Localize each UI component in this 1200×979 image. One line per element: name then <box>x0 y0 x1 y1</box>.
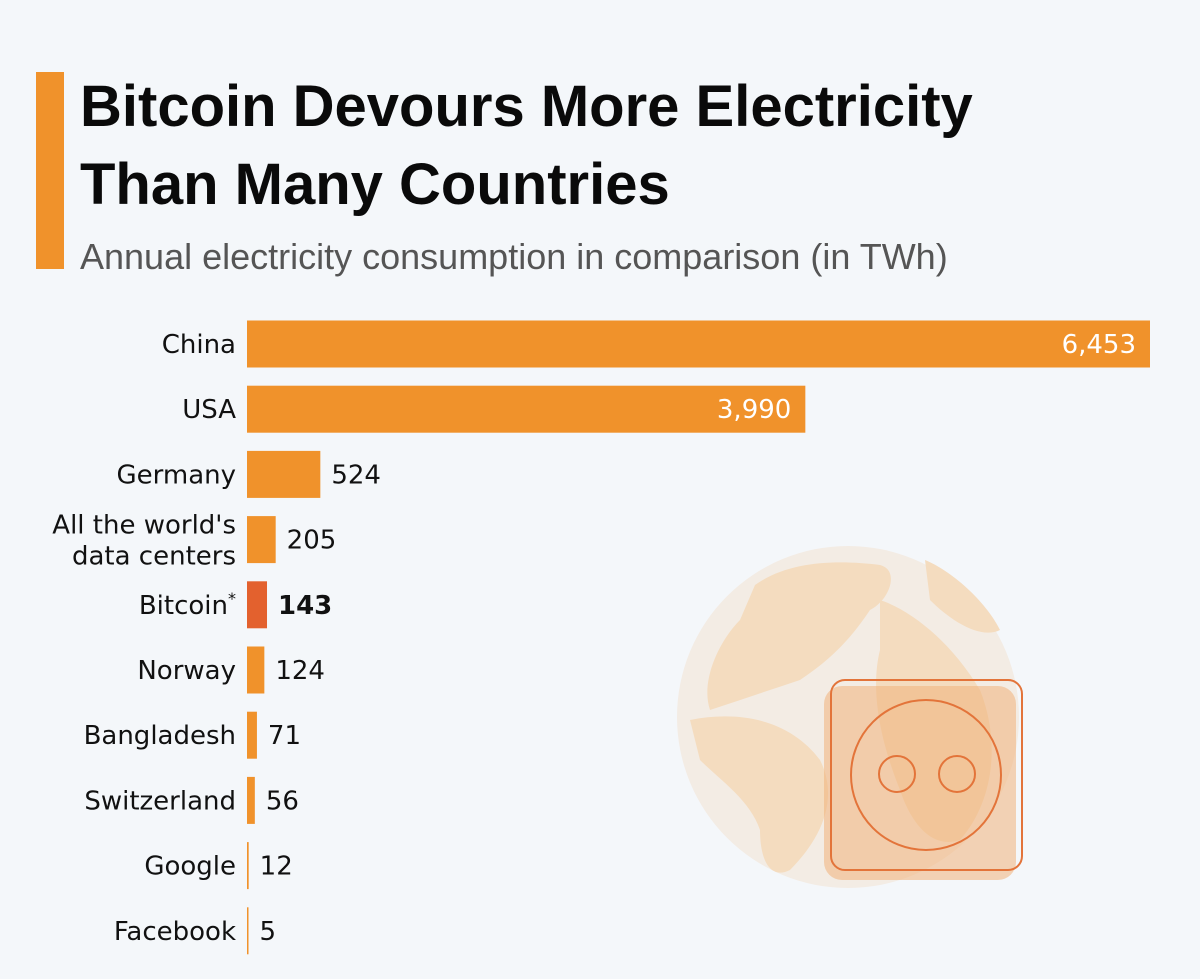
bar-row: Germany 524 <box>116 450 381 498</box>
data-label: 71 <box>268 721 301 751</box>
title-line-2: Than Many Countries <box>80 152 670 217</box>
chart-title: Bitcoin Devours More Electricity Than Man… <box>80 68 973 224</box>
bar-row: All the world's data centers 205 <box>52 511 336 572</box>
category-label: Facebook <box>114 917 236 947</box>
data-label: 3,990 <box>717 395 791 425</box>
data-label: 124 <box>275 656 325 686</box>
category-label: Google <box>144 852 236 882</box>
chart-subtitle: Annual electricity consumption in compar… <box>80 236 948 277</box>
title-line-1: Bitcoin Devours More Electricity <box>80 74 973 139</box>
bar-row: Switzerland 56 <box>84 776 299 824</box>
category-label: USA <box>182 395 236 425</box>
bar-row: China 6,453 <box>162 320 1150 368</box>
category-label: Bangladesh <box>84 721 236 751</box>
bar <box>247 320 1150 368</box>
bar <box>247 776 255 824</box>
bar-row: Bangladesh 71 <box>84 711 301 759</box>
bar <box>247 516 276 564</box>
data-label: 6,453 <box>1062 330 1136 360</box>
data-label: 143 <box>278 591 332 621</box>
bar <box>247 385 806 433</box>
title-accent-bar <box>36 72 64 269</box>
bar-row: USA 3,990 <box>182 385 806 433</box>
bar <box>247 907 249 955</box>
category-label: All the world's data centers <box>52 511 236 572</box>
socket-plate <box>824 686 1016 880</box>
category-label: China <box>162 330 236 360</box>
bar-row: Facebook 5 <box>114 907 277 955</box>
bar-row: Norway 124 <box>137 646 325 694</box>
bar-row: Google 12 <box>144 842 293 890</box>
bar <box>247 450 321 498</box>
category-label: Bitcoin* <box>139 589 236 621</box>
socket-face <box>850 699 1002 851</box>
globe-with-power-socket-icon <box>677 546 1023 888</box>
bar <box>247 711 257 759</box>
data-label: 524 <box>331 460 381 490</box>
bars: China 6,453 USA 3,990 Germany 524 All the worl… <box>52 320 1150 955</box>
data-label: 12 <box>260 852 293 882</box>
category-label: Germany <box>116 460 236 490</box>
data-label: 56 <box>266 786 299 816</box>
bar-row: Bitcoin* 143 <box>139 581 332 629</box>
data-label: 5 <box>260 917 277 947</box>
socket-hole-right <box>938 755 976 793</box>
bar <box>247 581 268 629</box>
bar <box>247 646 265 694</box>
socket-outline <box>830 679 1023 871</box>
socket-hole-left <box>878 755 916 793</box>
category-label: Norway <box>137 656 236 686</box>
data-label: 205 <box>287 526 337 556</box>
category-label: Switzerland <box>84 786 236 816</box>
bar <box>247 842 249 890</box>
